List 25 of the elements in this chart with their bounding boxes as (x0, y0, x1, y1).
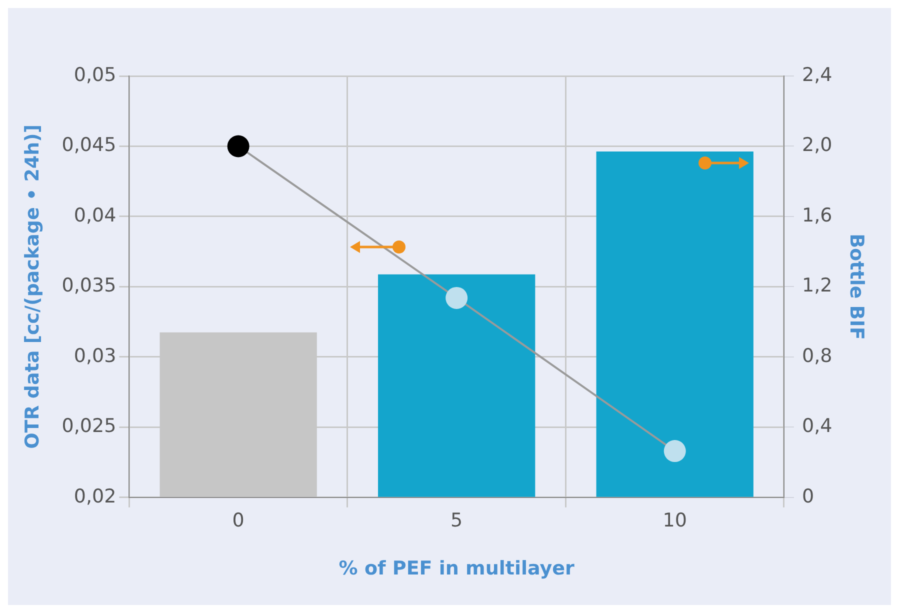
x-tick-label: 5 (450, 510, 463, 532)
y2-axis-title: Bottle BIF (846, 234, 868, 340)
point (227, 135, 250, 158)
y2-tick-label: 0 (802, 485, 814, 508)
y-tick-label: 0,035 (62, 274, 116, 297)
y2-tick-label: 2,0 (802, 134, 832, 156)
x-tick-label: 0 (232, 510, 244, 532)
x-axis-title: % of PEF in multilayer (338, 558, 575, 580)
bar (378, 274, 536, 497)
y-tick-label: 0,03 (74, 344, 116, 367)
bar (596, 152, 754, 497)
y-tick-label: 0,04 (74, 204, 116, 226)
y-axis-title: OTR data [cc/(package • 24h)] (21, 124, 44, 449)
y2-tick-label: 0,4 (802, 415, 832, 438)
x-tick-label: 10 (662, 510, 687, 532)
y2-tick-label: 1,2 (802, 274, 832, 297)
y2-tick-label: 2,4 (802, 64, 832, 86)
y-tick-label: 0,045 (62, 134, 116, 156)
y-tick-label: 0,025 (62, 415, 116, 438)
y2-tick-label: 0,8 (802, 344, 832, 367)
y-tick-label: 0,02 (74, 485, 116, 508)
point (664, 440, 686, 462)
point (446, 286, 468, 309)
y2-tick-label: 1,6 (802, 204, 832, 226)
y-tick-label: 0,05 (74, 64, 116, 86)
